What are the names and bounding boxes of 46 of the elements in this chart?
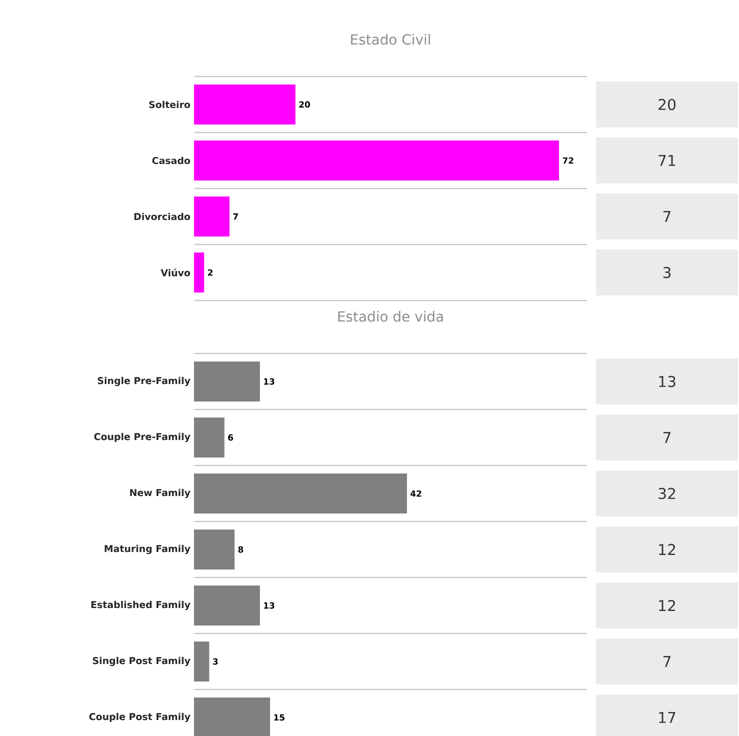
data-label: 3	[212, 658, 218, 665]
data-label: 7	[233, 213, 238, 220]
data-label: 20	[299, 101, 310, 108]
data-label: 42	[410, 490, 422, 497]
data-label: 13	[659, 376, 676, 388]
chart-title: Estado Civil	[351, 34, 430, 45]
bar	[194, 417, 224, 458]
data-label: 8	[238, 546, 244, 553]
bar	[194, 697, 270, 736]
bar	[194, 529, 235, 570]
bar	[194, 140, 560, 180]
y-tick-label: Viúvo	[160, 268, 190, 276]
y-tick-label: Single Pre-Family	[98, 376, 190, 386]
y-tick-label: Maturing Family	[104, 544, 190, 554]
data-label: 71	[658, 155, 676, 166]
bar	[194, 84, 296, 124]
data-label: 7	[663, 211, 670, 222]
y-tick-label: Single Post Family	[92, 656, 190, 666]
bar	[194, 585, 260, 626]
data-label: 6	[228, 434, 234, 441]
bar	[194, 641, 210, 682]
bar	[194, 252, 204, 292]
data-label: 13	[264, 602, 274, 609]
bar	[194, 196, 230, 236]
y-tick-label: Established Family	[91, 600, 190, 610]
data-label: 20	[658, 98, 676, 110]
data-label: 7	[663, 432, 670, 443]
y-tick-label: Casado	[152, 156, 190, 164]
data-label: 72	[562, 157, 574, 164]
data-label: 2	[208, 269, 212, 276]
data-label: 32	[658, 488, 676, 500]
y-tick-label: Couple Post Family	[89, 712, 190, 722]
y-tick-label: Solteiro	[149, 100, 190, 108]
data-label: 12	[659, 544, 676, 556]
data-label: 7	[663, 656, 670, 667]
data-label: 15	[274, 714, 284, 721]
bar	[194, 361, 260, 402]
data-label: 13	[264, 378, 274, 385]
data-label: 3	[663, 266, 671, 278]
data-label: 12	[659, 600, 676, 612]
bar	[194, 473, 407, 514]
data-label: 17	[659, 712, 676, 723]
y-tick-label: New Family	[130, 488, 190, 498]
y-tick-label: Divorciado	[134, 212, 190, 220]
chart-title: Estadio de vida	[338, 310, 443, 322]
y-tick-label: Couple Pre-Family	[94, 432, 190, 442]
